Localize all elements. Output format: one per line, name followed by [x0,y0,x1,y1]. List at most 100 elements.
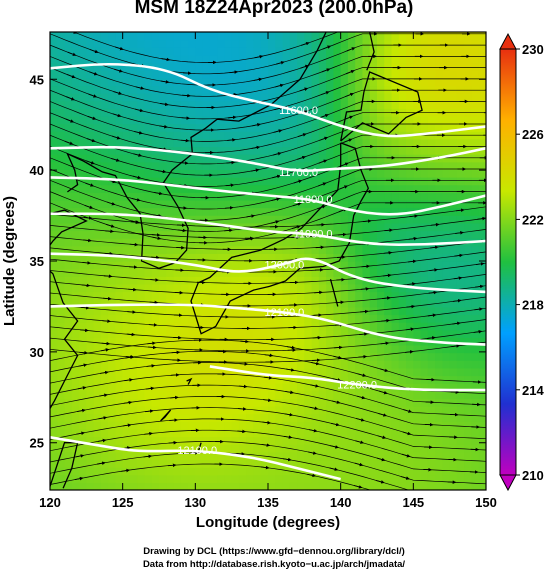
heat-cell [435,291,443,300]
heat-cell [413,100,422,109]
heat-cell [115,222,124,232]
heat-cell [79,390,87,399]
heat-cell [238,253,247,262]
heat-cell [108,146,116,155]
heat-cell [180,161,189,170]
heat-cell [384,413,393,422]
wind-arrow [407,282,416,286]
heat-cell [340,276,349,285]
heat-cell [209,93,218,102]
heat-cell [333,245,342,254]
heat-cell [224,161,233,170]
heat-cell [57,406,66,415]
heat-cell [188,352,196,361]
heat-cell [347,299,356,308]
heat-cell [478,70,486,79]
wind-arrow [377,435,387,439]
heat-cell [362,138,371,148]
heat-cell [362,230,371,239]
heat-cell [217,352,225,361]
heat-cell [398,406,407,415]
heat-cell [71,108,80,117]
heat-cell [173,283,182,293]
heat-cell [471,207,480,216]
heat-cell [71,451,80,461]
heat-cell [347,85,356,94]
heat-cell [333,406,342,415]
heat-cell [369,459,378,468]
heat-cell [100,352,109,361]
heat-cell [318,230,327,239]
heat-cell [93,192,102,201]
heat-cell [180,390,189,399]
heat-cell [115,474,124,483]
heat-cell [413,375,422,384]
heat-cell [129,444,138,453]
heat-cell [202,131,211,140]
heat-cell [449,230,458,239]
heat-cell [151,444,160,453]
heat-cell [246,436,255,445]
heat-cell [326,32,334,41]
heat-cell [275,177,284,186]
heat-cell [57,421,66,430]
heat-cell [268,329,276,338]
heat-cell [122,184,131,193]
wind-arrow [111,135,121,140]
heat-cell [151,238,160,247]
heat-cell [289,199,298,209]
heat-cell [289,482,298,490]
heat-cell [50,474,58,483]
heat-cell [137,192,146,201]
heat-cell [202,383,211,392]
heat-cell [100,169,109,178]
heat-cell [413,261,422,270]
heat-cell [238,169,247,178]
heat-cell [195,329,204,338]
heat-cell [86,230,95,239]
heat-cell [362,467,371,476]
heat-cell [71,329,80,338]
heat-cell [391,177,400,186]
wind-arrow [270,220,280,224]
heat-cell [384,245,393,254]
heat-cell [231,108,240,117]
heat-cell [260,344,269,354]
heat-cell [188,85,196,94]
heat-cell [188,344,196,354]
heat-cell [50,192,58,201]
heat-cell [159,169,167,178]
heat-cell [93,482,102,490]
heat-cell [246,39,255,48]
heat-cell [100,337,109,346]
heat-cell [340,482,349,490]
heat-cell [151,360,160,369]
heat-cell [50,291,58,300]
heat-cell [93,146,102,155]
heat-cell [64,276,73,285]
heat-cell [260,337,269,346]
heat-cell [464,344,473,354]
heat-cell [202,329,211,338]
heat-cell [231,428,240,438]
wind-arrow [224,228,233,233]
heat-cell [224,360,233,369]
heat-cell [289,322,298,331]
heat-cell [86,276,95,285]
heat-cell [435,314,443,323]
heat-cell [209,421,218,430]
heat-cell [435,413,443,422]
heat-cell [304,238,313,247]
heat-cell [108,360,116,369]
heat-cell [304,32,313,41]
heat-cell [238,199,247,209]
heat-cell [217,398,225,407]
heat-cell [464,100,473,109]
heat-cell [50,161,58,170]
heat-cell [406,314,414,323]
heat-cell [231,322,240,331]
heat-cell [86,467,95,476]
heat-cell [180,436,189,445]
heat-cell [391,215,400,224]
heat-cell [289,47,298,56]
